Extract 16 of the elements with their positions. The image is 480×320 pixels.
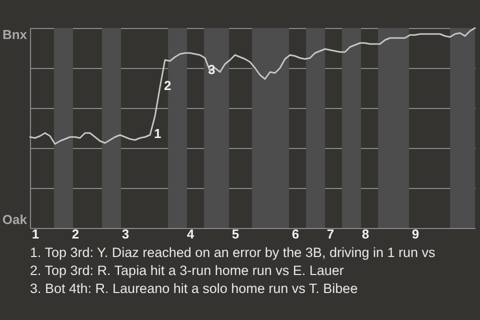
- text: Oak: [2, 212, 28, 227]
- text: Bnx: [2, 27, 28, 42]
- x-tick-label: 3: [122, 226, 130, 242]
- text: 3. Bot 4th: R. Laureano hit a solo home run vs T. Bibee: [30, 280, 359, 298]
- x-tick-label: 2: [72, 226, 80, 242]
- text: 1. Top 3rd: Y. Diaz reached on an error by the 3B, driving in 1 run vs: [30, 244, 436, 262]
- annotation: 2: [164, 78, 172, 93]
- annotation: 1: [154, 126, 162, 141]
- x-tick-label: 1: [32, 226, 40, 242]
- x-tick-label: 8: [362, 226, 370, 242]
- x-tick-label: 9: [412, 226, 420, 242]
- x-tick-label: 5: [232, 226, 240, 242]
- x-tick-label: 7: [326, 226, 334, 242]
- x-tick-label: 4: [186, 226, 195, 242]
- text: 2. Top 3rd: R. Tapia hit a 3-run home run vs E. Lauer: [30, 262, 345, 280]
- x-tick-label: 6: [292, 226, 300, 242]
